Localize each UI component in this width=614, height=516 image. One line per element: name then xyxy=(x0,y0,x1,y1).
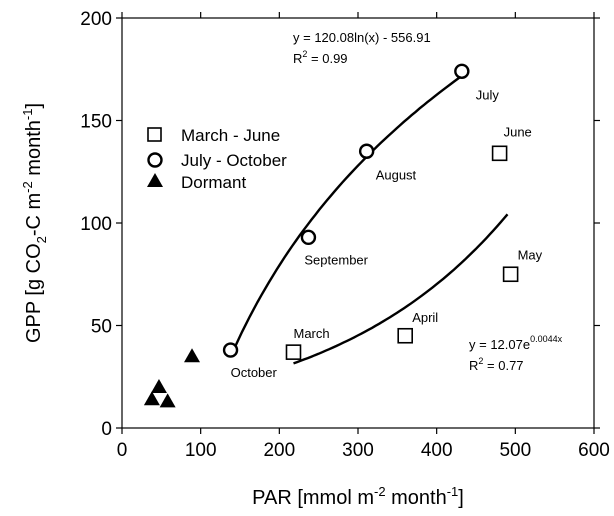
y-tick-label: 200 xyxy=(80,9,112,30)
triangle-marker xyxy=(159,393,176,408)
legend: March - June July - October Dormant xyxy=(147,126,287,192)
point-label: October xyxy=(231,365,278,380)
x-tick-label: 200 xyxy=(263,440,295,461)
circle-marker xyxy=(222,342,239,358)
point-label: September xyxy=(304,252,368,267)
log-fit-equation-text: y = 120.08ln(x) - 556.91 xyxy=(293,30,431,45)
legend-marker-dormant xyxy=(147,173,163,187)
circle-marker xyxy=(454,63,470,80)
point-label: July xyxy=(476,87,500,102)
circle-marker xyxy=(358,143,375,159)
exp-fit-r2-text: R2 = 0.77 xyxy=(469,356,524,373)
log-fit-equation: y = 120.08ln(x) - 556.91 R2 = 0.99 xyxy=(293,30,431,66)
legend-label-march-june: March - June xyxy=(181,126,280,145)
x-tick-label: 400 xyxy=(421,440,453,461)
triangle-marker xyxy=(184,348,201,363)
y-axis-ticks: 0 50 100 150 200 xyxy=(80,9,600,440)
x-tick-label: 100 xyxy=(185,440,217,461)
exp-fit-equation-text: y = 12.07e0.0044x xyxy=(469,334,563,352)
legend-marker-july-october xyxy=(147,152,163,168)
exp-fit-curve xyxy=(293,213,509,365)
log-fit-r2-text: R2 = 0.99 xyxy=(293,49,348,66)
point-label: March xyxy=(294,326,330,341)
square-marker xyxy=(397,327,414,344)
x-tick-label: 0 xyxy=(117,440,128,461)
square-marker xyxy=(502,266,519,283)
circle-marker xyxy=(300,229,317,246)
y-tick-label: 100 xyxy=(80,214,112,235)
x-tick-label: 500 xyxy=(499,440,531,461)
point-label: May xyxy=(518,247,543,262)
legend-marker-march-june xyxy=(147,127,162,142)
y-tick-label: 50 xyxy=(91,317,112,338)
legend-label-dormant: Dormant xyxy=(181,173,246,192)
data-markers xyxy=(143,63,519,408)
y-tick-label: 150 xyxy=(80,112,112,133)
exp-fit-equation: y = 12.07e0.0044x R2 = 0.77 xyxy=(469,334,563,373)
square-marker xyxy=(491,145,508,162)
y-axis-title: GPP [g CO2-C m-2 month-1] xyxy=(20,103,49,343)
point-label: August xyxy=(376,167,417,182)
triangle-marker xyxy=(150,379,167,393)
point-labels: March April May June October September August J… xyxy=(231,87,543,380)
point-label: April xyxy=(412,310,438,325)
x-tick-label: 300 xyxy=(342,440,374,461)
x-axis-ticks: 0 100 200 300 400 500 600 xyxy=(117,12,610,461)
triangle-marker xyxy=(143,391,160,406)
log-fit-curve xyxy=(229,74,463,358)
fit-curves xyxy=(229,74,509,365)
x-axis-title: PAR [mmol m-2 month-1] xyxy=(252,484,464,509)
point-label: June xyxy=(504,124,532,139)
y-tick-label: 0 xyxy=(101,419,112,440)
x-tick-label: 600 xyxy=(578,440,610,461)
legend-label-july-october: July - October xyxy=(181,151,287,170)
square-marker xyxy=(285,344,302,360)
